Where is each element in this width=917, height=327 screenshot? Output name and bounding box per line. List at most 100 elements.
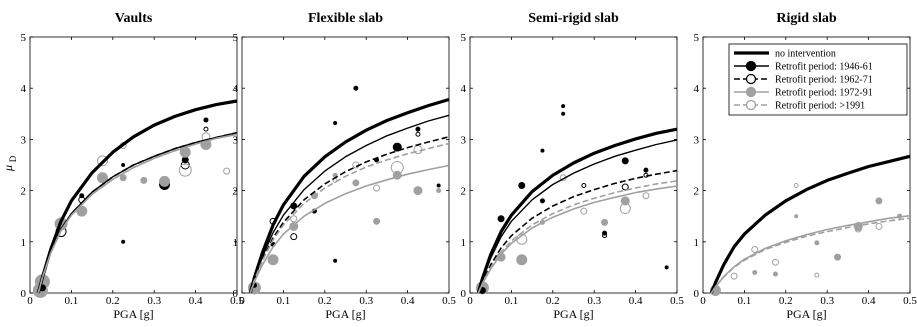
y-tick-label: 2 [461, 186, 467, 198]
x-tick-label: 0.3 [147, 295, 161, 307]
x-tick-label: 0 [700, 295, 706, 307]
data-point-p3 [413, 186, 423, 196]
x-tick-label: 0.2 [106, 295, 120, 307]
data-point-p4 [178, 163, 192, 177]
legend-label-none: no intervention [775, 49, 836, 60]
y-tick-label: 5 [233, 32, 239, 44]
data-point-p3 [159, 175, 171, 187]
data-point-p3 [516, 254, 528, 266]
data-point-p4 [373, 184, 381, 192]
x-tick-label: 0.1 [505, 295, 519, 307]
data-point-p4 [751, 245, 759, 253]
data-point-p1 [643, 167, 649, 173]
data-point-p3 [373, 217, 381, 225]
y-tick-label: 1 [694, 237, 700, 249]
data-point-p1 [664, 265, 669, 270]
y-tick-label: 1 [21, 237, 27, 249]
data-point-p1 [540, 148, 545, 153]
data-point-p4 [814, 272, 820, 278]
legend-marker-p3 [745, 86, 757, 98]
y-tick-label: 1 [461, 237, 467, 249]
data-point-p4 [96, 155, 108, 167]
series-line-none [248, 97, 450, 294]
x-tick-label: 0.4 [862, 295, 876, 307]
legend-label-p3: Retrofit period: 1972-91 [775, 88, 873, 99]
x-tick-label: 0 [467, 295, 473, 307]
x-tick-label: 0.1 [65, 295, 79, 307]
y-tick-label: 3 [233, 134, 239, 146]
x-tick-label: 0.4 [401, 295, 415, 307]
data-point-p1 [518, 181, 526, 189]
x-axis-label: PGA [g] [113, 307, 153, 321]
data-point-p3 [76, 205, 88, 217]
panel-title: Flexible slab [308, 11, 383, 26]
legend-box [728, 43, 908, 116]
data-point-p3 [620, 196, 630, 206]
series-line-none [476, 127, 678, 294]
y-tick-label: 4 [21, 83, 27, 95]
data-point-p4 [290, 215, 298, 223]
data-point-p4 [580, 207, 588, 215]
x-tick-label: 0.2 [318, 295, 332, 307]
data-point-p1 [333, 258, 338, 263]
y-tick-label: 3 [694, 134, 700, 146]
data-point-p3 [119, 174, 127, 182]
data-point-p4 [793, 182, 799, 188]
data-point-p3 [814, 240, 820, 246]
data-point-p4 [771, 258, 779, 266]
data-point-p4 [642, 192, 650, 200]
data-point-p3 [772, 271, 778, 277]
data-point-p4 [223, 167, 231, 175]
y-tick-label: 0 [233, 288, 239, 300]
data-point-p2 [621, 183, 629, 191]
x-tick-label: 0.1 [738, 295, 752, 307]
data-point-p1 [392, 142, 402, 152]
y-tick-label: 5 [21, 32, 27, 44]
data-point-p1 [333, 121, 338, 126]
panel-title: Rigid slab [776, 11, 837, 26]
data-point-p3 [601, 218, 609, 226]
y-tick-label: 5 [694, 32, 700, 44]
series-line-p4 [710, 217, 911, 294]
x-tick-label: 0.3 [587, 295, 601, 307]
series-line-p1 [477, 139, 678, 294]
data-point-p3 [96, 172, 108, 184]
x-axis-label: PGA [g] [786, 307, 826, 321]
data-point-p1 [121, 239, 126, 244]
data-point-p1 [561, 104, 566, 109]
data-point-p1 [121, 163, 126, 167]
y-tick-label: 0 [461, 288, 467, 300]
x-axis-label: PGA [g] [553, 307, 593, 321]
series-line-p1 [249, 114, 450, 294]
y-tick-label: 0 [694, 288, 700, 300]
data-point-p1 [497, 215, 505, 223]
series-line-p2 [477, 169, 678, 294]
data-point-p1 [621, 157, 629, 165]
data-point-p3 [140, 176, 148, 184]
panel-title: Vaults [115, 11, 153, 26]
data-point-p1 [539, 198, 545, 204]
y-tick-label: 3 [461, 134, 467, 146]
legend-marker-p2 [745, 73, 757, 85]
x-tick-label: 0 [27, 295, 33, 307]
y-tick-label: 5 [461, 32, 467, 44]
series-line-p4 [477, 180, 678, 294]
series-line-none [36, 99, 238, 294]
legend-label-p1: Retrofit period: 1946-61 [775, 62, 873, 73]
data-point-p2 [602, 233, 608, 239]
y-tick-label: 0 [21, 288, 27, 300]
series-line-p4 [37, 133, 238, 294]
data-point-p3 [834, 253, 842, 261]
x-tick-label: 0.5 [670, 295, 684, 307]
legend-label-p4: Retrofit period: >1991 [775, 101, 865, 112]
x-tick-label: 0.4 [189, 295, 203, 307]
legend-marker-p1 [745, 60, 757, 72]
panel-title: Semi-rigid slab [528, 11, 619, 26]
y-axis-label-sub: D [8, 155, 18, 162]
y-axis-label-main: μ [1, 165, 15, 172]
y-tick-label: 2 [694, 186, 700, 198]
x-tick-label: 0.3 [359, 295, 373, 307]
